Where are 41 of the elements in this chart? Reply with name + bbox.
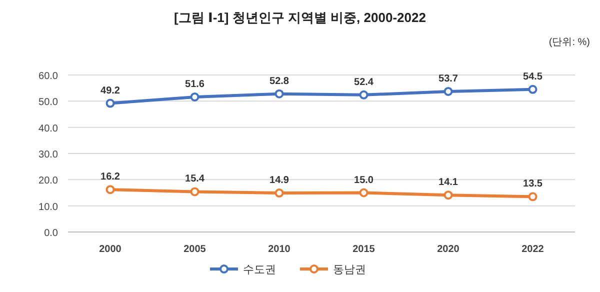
x-tick-label: 2010 — [268, 244, 291, 255]
x-tick-label: 2020 — [437, 244, 460, 255]
point — [444, 190, 453, 200]
x-tick-label: 2022 — [522, 244, 544, 255]
data-label: 14.1 — [438, 177, 458, 188]
point — [359, 188, 368, 198]
data-label: 53.7 — [438, 73, 458, 84]
point — [106, 98, 115, 108]
data-label: 52.4 — [354, 76, 374, 88]
point — [528, 84, 538, 94]
y-tick-label: 30.0 — [38, 150, 58, 160]
x-tick-label: 2005 — [184, 244, 206, 255]
y-tick-label: 50.0 — [38, 97, 58, 108]
y-tick-label: 10.0 — [38, 202, 58, 213]
legend-label: 수도권 — [243, 264, 276, 276]
point — [359, 90, 368, 100]
point — [190, 92, 200, 102]
y-tick-label: 0.0 — [44, 228, 58, 239]
data-label: 16.2 — [100, 172, 120, 183]
data-label: 15.0 — [354, 174, 374, 186]
y-tick-label: 60.0 — [38, 71, 58, 82]
data-label: 13.5 — [523, 178, 543, 190]
data-label: 54.5 — [523, 71, 543, 82]
point — [528, 192, 538, 202]
y-tick-label: 40.0 — [38, 123, 58, 134]
data-label: 51.6 — [185, 78, 205, 90]
data-label: 15.4 — [185, 174, 205, 185]
data-label: 14.9 — [270, 175, 290, 186]
data-label: 49.2 — [100, 85, 120, 96]
point — [106, 185, 115, 194]
text: (단위: %) — [548, 37, 590, 48]
legend-label: 동남권 — [333, 264, 366, 276]
x-tick-label: 2015 — [352, 244, 376, 255]
y-tick-label: 20.0 — [38, 176, 58, 187]
x-tick-label: 2000 — [99, 244, 122, 255]
point — [274, 188, 284, 198]
point — [274, 89, 284, 98]
point — [190, 187, 200, 196]
point — [444, 86, 453, 96]
data-label: 52.8 — [270, 76, 290, 87]
chart-title: [그림 Ⅰ-1] 청년인구 지역별 비중, 2000-2022 — [174, 10, 426, 25]
